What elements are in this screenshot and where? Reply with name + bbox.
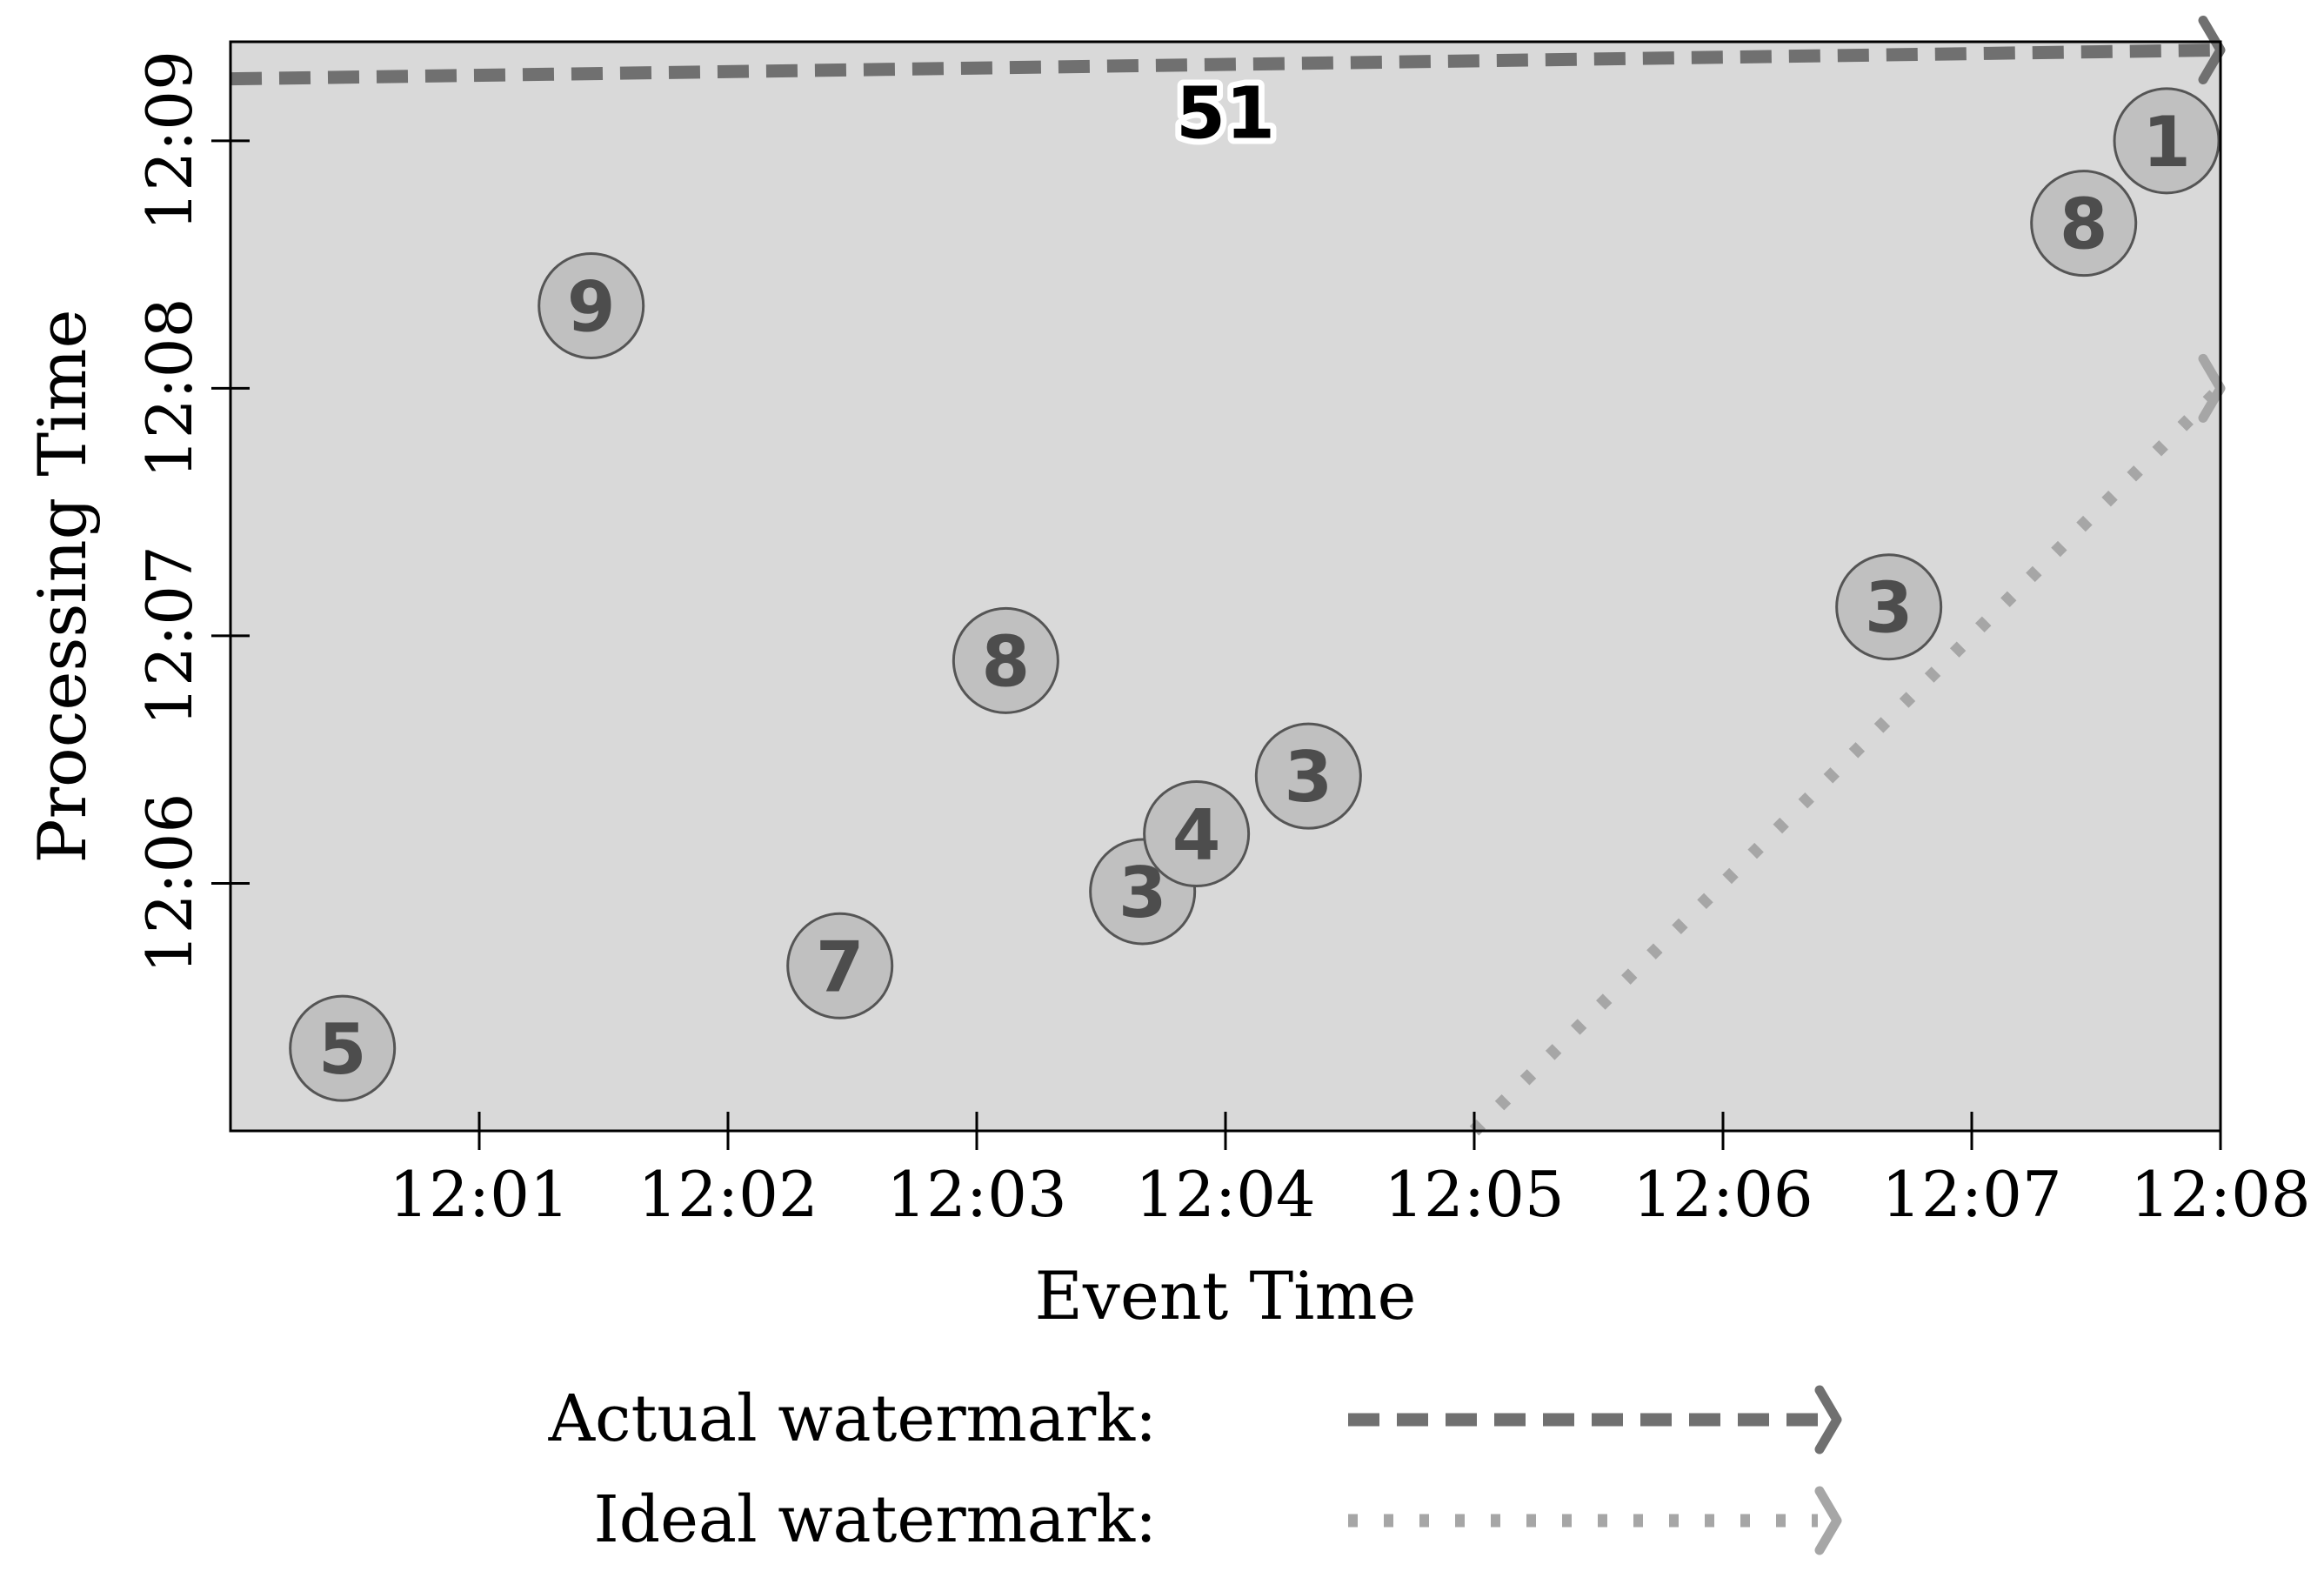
data-point	[1254, 722, 1362, 830]
x-tick-label: 12:06	[1633, 1158, 1813, 1231]
sum-annotation: 51	[1176, 73, 1275, 156]
data-point-label: 8	[2060, 184, 2108, 265]
legend-label: Ideal watermark:	[594, 1482, 1158, 1557]
data-point-label: 8	[982, 621, 1031, 702]
data-point-label: 1	[2142, 102, 2191, 183]
x-tick-label: 12:03	[886, 1158, 1067, 1231]
data-point-label: 7	[816, 926, 865, 1007]
data-point-label: 3	[1865, 568, 1913, 649]
data-point	[2113, 87, 2220, 195]
legend-label: Actual watermark:	[548, 1381, 1157, 1456]
data-point	[2030, 170, 2138, 277]
legend-arrowhead	[1814, 1385, 1842, 1454]
data-point	[1835, 553, 1943, 661]
data-point	[538, 252, 645, 360]
x-tick-label: 12:07	[1881, 1158, 2062, 1231]
legend-arrowhead	[1814, 1486, 1842, 1555]
data-point	[952, 606, 1059, 714]
y-tick-label: 12:08	[133, 298, 206, 479]
data-point-label: 9	[567, 267, 616, 348]
data-point	[1143, 780, 1251, 888]
legend: Actual watermark: Ideal watermark:	[548, 1381, 1842, 1557]
x-tick-label: 12:02	[638, 1158, 818, 1231]
actual-watermark-line	[230, 43, 2221, 86]
y-tick-label: 12:06	[133, 793, 206, 974]
y-axis-title: Processing Time	[23, 310, 101, 864]
y-tick-label: 12:09	[133, 50, 206, 231]
x-axis-title: Event Time	[1034, 1257, 1416, 1334]
x-tick-label: 12:04	[1135, 1158, 1316, 1231]
x-tick-label: 12:05	[1384, 1158, 1565, 1231]
x-tick-label: 12:08	[2130, 1158, 2311, 1231]
data-point-label: 4	[1172, 795, 1221, 876]
data-point-label: 5	[318, 1009, 367, 1090]
x-tick-label: 12:01	[389, 1158, 570, 1231]
data-point	[786, 912, 894, 1020]
data-point	[289, 994, 397, 1102]
data-point-label: 3	[1284, 737, 1332, 818]
y-tick-label: 12:07	[133, 545, 206, 726]
